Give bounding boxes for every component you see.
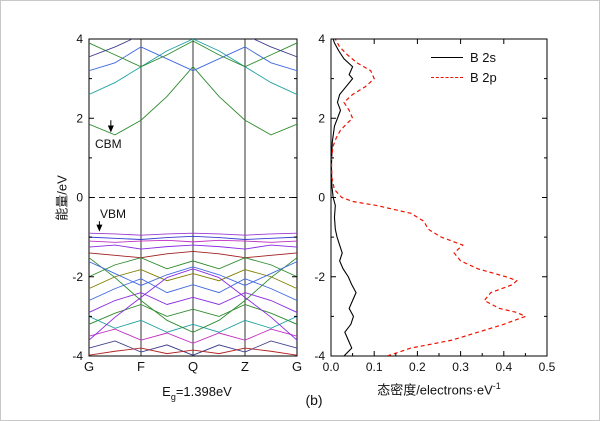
- legend-item-b2s: B 2s: [431, 47, 497, 67]
- dos-x-axis-label: 态密度/electrons·eV-1: [377, 380, 501, 399]
- band-line: [89, 292, 297, 313]
- band-line: [89, 235, 297, 240]
- band-line: [89, 232, 297, 236]
- band-line: [89, 244, 297, 250]
- dos-x-tick-label: 0.4: [495, 360, 512, 374]
- band-y-tick-label: 2: [76, 111, 83, 125]
- band-line: [89, 315, 297, 333]
- band-line: [89, 250, 297, 259]
- dos-x-tick-label: 0.2: [409, 360, 426, 374]
- band-line: [89, 340, 297, 356]
- band-gap-symbol: E: [162, 384, 171, 400]
- band-gap-subscript: g: [170, 391, 176, 402]
- cbm-annotation-label: CBM: [95, 137, 122, 151]
- dos-y-tick-label: 2: [318, 111, 325, 125]
- band-line: [89, 268, 297, 341]
- kpoint-tick-label: F: [137, 359, 145, 374]
- dos-legend: B 2s B 2p: [431, 47, 497, 87]
- band-line: [89, 39, 297, 58]
- kpoint-tick-label: Z: [241, 359, 249, 374]
- annotation-arrow-head: [96, 224, 103, 232]
- band-line: [89, 347, 297, 356]
- dos-x-axis-label-sup: -1: [492, 381, 501, 392]
- annotation-arrow-head: [107, 125, 114, 133]
- band-y-tick-label: 4: [76, 32, 83, 46]
- kpoint-tick-label: G: [84, 359, 94, 374]
- band-line: [89, 257, 297, 333]
- band-gap-label: Eg=1.398eV: [162, 384, 232, 402]
- dos-x-tick-label: 0.3: [452, 360, 469, 374]
- band-y-tick-label: 0: [76, 191, 83, 205]
- band-line: [89, 269, 297, 290]
- dos-y-tick-label: -4: [314, 349, 325, 363]
- kpoint-tick-label: G: [292, 359, 302, 374]
- legend-label-b2p: B 2p: [470, 69, 497, 85]
- band-y-axis-label: 能量/eV: [54, 175, 70, 221]
- band-line: [89, 46, 297, 72]
- band-y-tick-label: -4: [72, 349, 83, 363]
- band-line: [89, 239, 297, 243]
- band-y-tick-label: -2: [72, 270, 83, 284]
- dos-y-tick-label: 0: [318, 191, 325, 205]
- band-line: [89, 66, 297, 136]
- band-line: [89, 40, 297, 68]
- kpoint-tick-label: Q: [188, 359, 198, 374]
- dos-y-tick-label: -2: [314, 270, 325, 284]
- vbm-annotation-label: VBM: [100, 207, 127, 221]
- panel-letter-label: (b): [305, 392, 323, 408]
- band-line: [89, 328, 297, 344]
- band-line: [89, 39, 297, 95]
- legend-sample-b2p-line: [431, 76, 463, 78]
- dos-x-tick-label: 0.5: [539, 360, 556, 374]
- dos-curve-b-2p: [331, 39, 527, 356]
- band-line: [89, 261, 297, 286]
- band-gap-value: =1.398eV: [175, 384, 232, 400]
- dos-curve-b-2s: [331, 39, 357, 356]
- dos-y-tick-label: 4: [318, 32, 325, 46]
- legend-item-b2p: B 2p: [431, 67, 497, 87]
- legend-label-b2s: B 2s: [470, 49, 497, 65]
- dos-x-axis-label-text: 态密度/electrons·eV: [377, 382, 493, 398]
- legend-sample-b2s-line: [431, 56, 463, 58]
- dos-x-tick-label: 0.1: [366, 360, 383, 374]
- band-line: [89, 257, 297, 278]
- dos-x-tick-label: 0.0: [323, 360, 340, 374]
